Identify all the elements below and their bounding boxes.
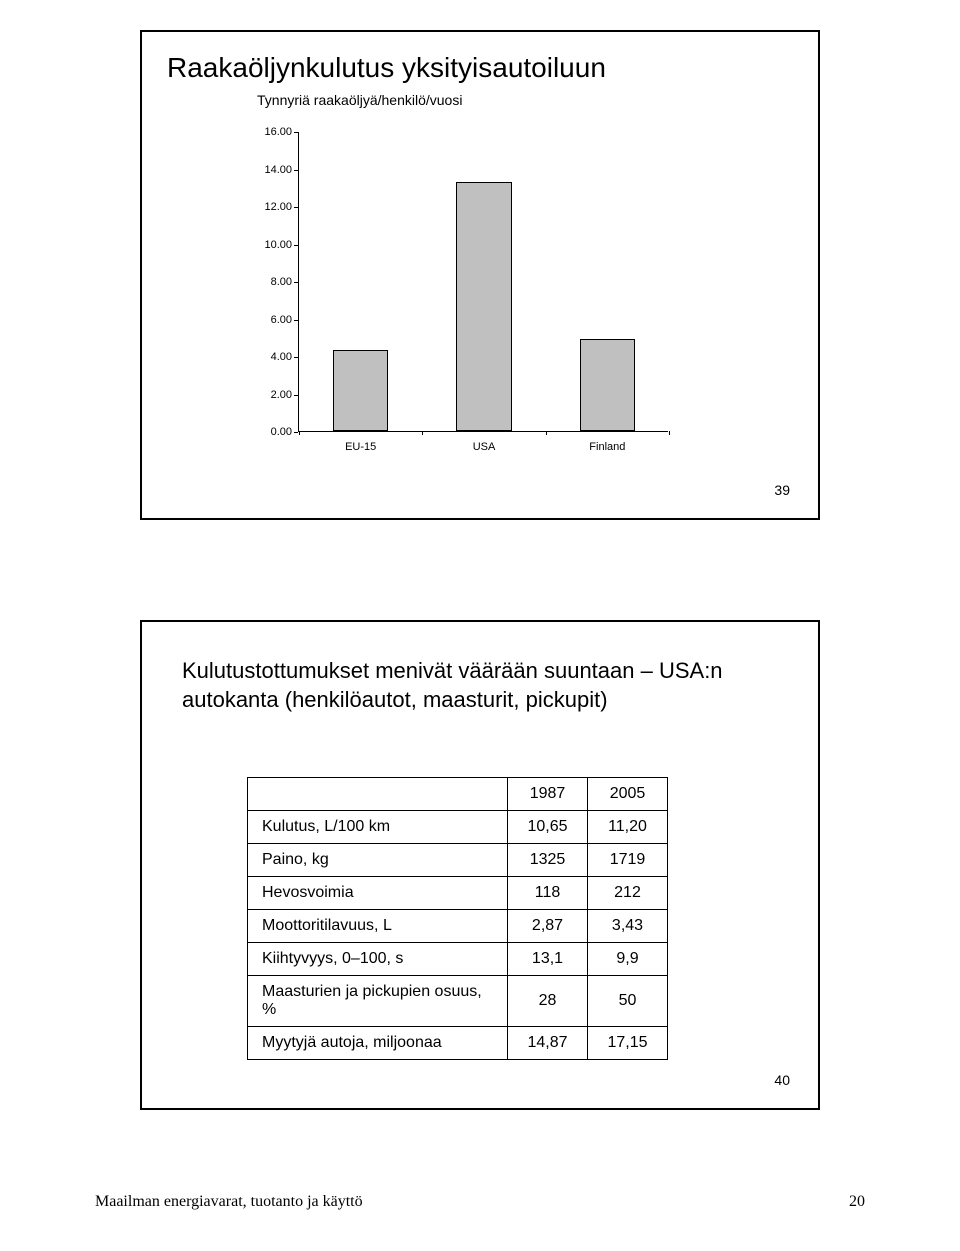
table-cell-value: 11,20	[588, 811, 668, 844]
footer-text: Maailman energiavarat, tuotanto ja käytt…	[95, 1193, 363, 1211]
table-cell-value: 1719	[588, 844, 668, 877]
table-cell-value: 9,9	[588, 943, 668, 976]
y-tick-label: 4.00	[252, 351, 298, 363]
y-tick-label: 14.00	[252, 164, 298, 176]
table-row: Kiihtyvyys, 0–100, s13,19,9	[248, 943, 668, 976]
slide-1-title: Raakaöljynkulutus yksityisautoiluun	[167, 52, 818, 84]
y-tick-mark	[294, 207, 298, 208]
table-cell-label: Kulutus, L/100 km	[248, 811, 508, 844]
y-tick-label: 6.00	[252, 314, 298, 326]
slide-1-subtitle: Tynnyriä raakaöljyä/henkilö/vuosi	[257, 92, 818, 108]
y-tick-mark	[294, 357, 298, 358]
table-cell-value: 14,87	[508, 1027, 588, 1060]
table-cell-label: Maasturien ja pickupien osuus, %	[248, 976, 508, 1027]
table-header-1987: 1987	[508, 778, 588, 811]
table-cell-value: 2,87	[508, 910, 588, 943]
y-tick-label: 0.00	[252, 426, 298, 438]
plot-area: EU-15USAFinland	[298, 132, 668, 432]
table-cell-label: Moottoritilavuus, L	[248, 910, 508, 943]
x-tick-mark	[422, 431, 423, 435]
table-header-2005: 2005	[588, 778, 668, 811]
table-cell-value: 212	[588, 877, 668, 910]
y-tick-mark	[294, 170, 298, 171]
table-cell-value: 118	[508, 877, 588, 910]
table-cell-label: Hevosvoimia	[248, 877, 508, 910]
table-row: Hevosvoimia118212	[248, 877, 668, 910]
table-row: Paino, kg13251719	[248, 844, 668, 877]
table-header-row: 1987 2005	[248, 778, 668, 811]
table-cell-label: Paino, kg	[248, 844, 508, 877]
table-body: Kulutus, L/100 km10,6511,20Paino, kg1325…	[248, 811, 668, 1060]
y-tick-label: 10.00	[252, 239, 298, 251]
table-row: Kulutus, L/100 km10,6511,20	[248, 811, 668, 844]
table-cell-value: 13,1	[508, 943, 588, 976]
table-cell-value: 50	[588, 976, 668, 1027]
table-cell-value: 17,15	[588, 1027, 668, 1060]
page: Raakaöljynkulutus yksityisautoiluun Tynn…	[0, 0, 960, 1251]
x-tick-mark	[299, 431, 300, 435]
x-tick-mark	[546, 431, 547, 435]
y-tick-mark	[294, 282, 298, 283]
page-number: 20	[849, 1193, 865, 1211]
table-cell-value: 10,65	[508, 811, 588, 844]
table-cell-label: Kiihtyvyys, 0–100, s	[248, 943, 508, 976]
table-header-blank	[248, 778, 508, 811]
table-row: Myytyjä autoja, miljoonaa14,8717,15	[248, 1027, 668, 1060]
slide-1: Raakaöljynkulutus yksityisautoiluun Tynn…	[140, 30, 820, 520]
slide-2-title: Kulutustottumukset menivät väärään suunt…	[182, 657, 783, 714]
bar	[456, 182, 512, 431]
y-tick-mark	[294, 245, 298, 246]
bar	[333, 350, 389, 431]
bar	[580, 339, 636, 431]
data-table: 1987 2005 Kulutus, L/100 km10,6511,20Pai…	[247, 777, 668, 1060]
x-category-label: EU-15	[345, 441, 376, 453]
slide-2-number: 40	[774, 1072, 790, 1088]
table-cell-value: 1325	[508, 844, 588, 877]
y-tick-label: 2.00	[252, 389, 298, 401]
bar-chart: EU-15USAFinland 0.002.004.006.008.0010.0…	[252, 132, 672, 462]
table-cell-value: 28	[508, 976, 588, 1027]
x-tick-mark	[669, 431, 670, 435]
y-tick-mark	[294, 432, 298, 433]
table-row: Moottoritilavuus, L2,873,43	[248, 910, 668, 943]
table-row: Maasturien ja pickupien osuus, %2850	[248, 976, 668, 1027]
y-tick-mark	[294, 132, 298, 133]
y-tick-label: 12.00	[252, 201, 298, 213]
table-cell-value: 3,43	[588, 910, 668, 943]
y-tick-mark	[294, 320, 298, 321]
x-category-label: Finland	[589, 441, 625, 453]
slide-2: Kulutustottumukset menivät väärään suunt…	[140, 620, 820, 1110]
table-cell-label: Myytyjä autoja, miljoonaa	[248, 1027, 508, 1060]
y-tick-label: 16.00	[252, 126, 298, 138]
x-category-label: USA	[473, 441, 496, 453]
y-tick-label: 8.00	[252, 276, 298, 288]
y-tick-mark	[294, 395, 298, 396]
slide-1-number: 39	[774, 482, 790, 498]
